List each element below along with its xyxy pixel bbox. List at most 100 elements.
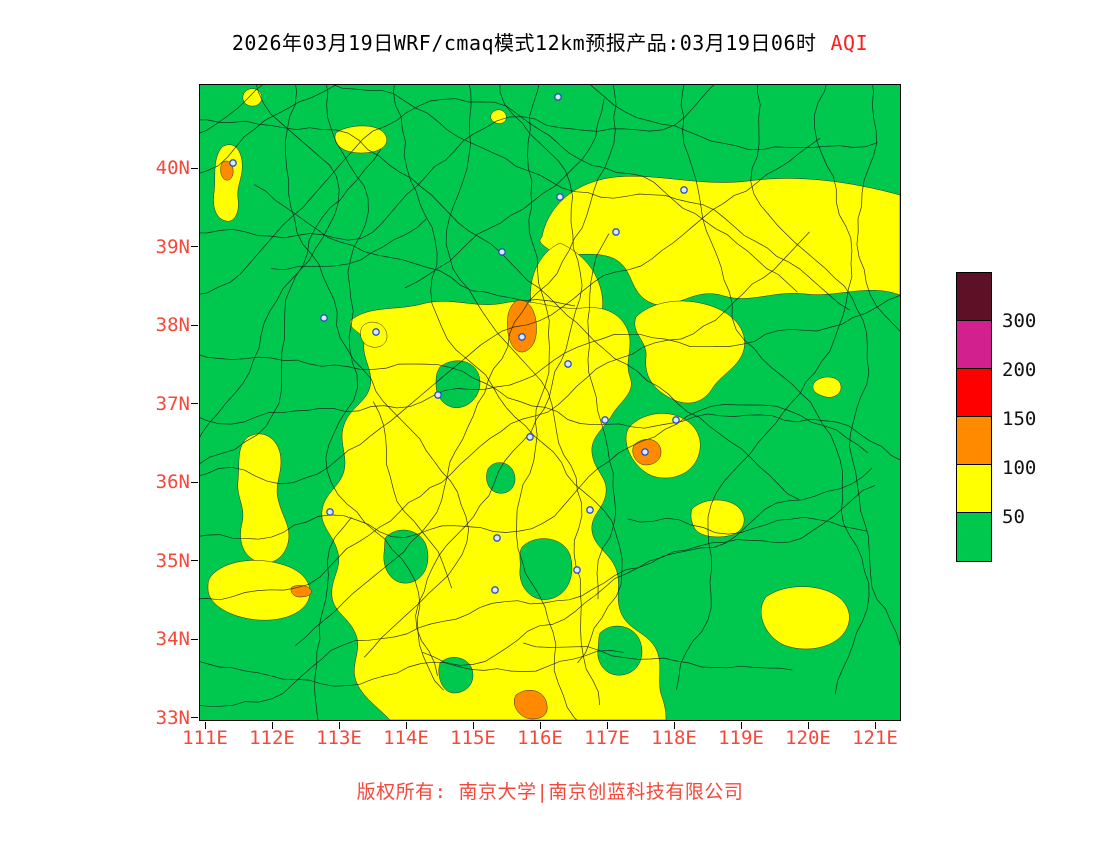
city-marker (493, 534, 501, 542)
lon-tick-label: 121E (852, 727, 898, 749)
city-marker (554, 93, 562, 101)
colorbar-segment (956, 512, 992, 562)
admin-boundary-line (676, 85, 853, 690)
city-marker (526, 433, 534, 441)
city-marker (564, 360, 572, 368)
admin-boundary-line (200, 138, 821, 485)
page-title: 2026年03月19日WRF/cmaq模式12km预报产品:03月19日06时 A… (0, 30, 1100, 56)
colorbar-segment (956, 416, 992, 466)
city-marker (320, 314, 328, 322)
city-marker (434, 391, 442, 399)
aqi-region-50-100 (812, 376, 842, 398)
lat-tick-label: 35N (155, 549, 190, 572)
city-marker (641, 448, 649, 456)
aqi-region-lt50 (383, 529, 429, 584)
colorbar-tick-label: 150 (1002, 408, 1037, 430)
aqi-region-50-100 (761, 586, 850, 650)
lon-tick-label: 120E (785, 727, 831, 749)
axis-tick (539, 722, 541, 729)
admin-boundary-line (200, 85, 850, 311)
aqi-region-50-100 (634, 300, 745, 404)
admin-boundary-line (200, 85, 878, 174)
admin-boundary-line (422, 650, 624, 672)
city-marker (573, 566, 581, 574)
axis-tick (191, 638, 198, 640)
aqi-region-100-150 (220, 160, 234, 181)
admin-boundary-line (445, 85, 601, 706)
axis-tick (673, 722, 675, 729)
aqi-region-50-100 (213, 144, 243, 222)
colorbar-tick-label: 200 (1002, 359, 1037, 381)
lon-tick-label: 111E (182, 727, 228, 749)
map-frame (199, 84, 901, 721)
admin-boundary-line (295, 85, 617, 646)
axis-tick (740, 722, 742, 729)
lon-tick-label: 118E (651, 727, 697, 749)
admin-boundary-line (856, 85, 900, 332)
aqi-region-100-150 (514, 689, 548, 720)
city-marker (498, 248, 506, 256)
lon-tick-label: 116E (517, 727, 563, 749)
axis-tick (271, 722, 273, 729)
admin-boundary-line (372, 401, 453, 589)
admin-boundary-line (200, 467, 873, 707)
lon-tick-label: 115E (450, 727, 496, 749)
axis-tick (191, 246, 198, 248)
colorbar-tick-label: 50 (1002, 506, 1025, 528)
admin-boundary-line (404, 98, 605, 289)
title-pollutant: AQI (830, 31, 869, 55)
aqi-region-lt50 (435, 360, 481, 409)
axis-tick (807, 722, 809, 729)
aqi-region-lt50 (597, 625, 643, 676)
aqi-region-50-100 (334, 125, 388, 154)
aqi-region-50-100 (237, 433, 290, 564)
admin-boundary-line (271, 218, 427, 271)
colorbar-tick-label: 100 (1002, 457, 1037, 479)
city-marker (229, 159, 237, 167)
admin-boundary-line (516, 85, 578, 720)
admin-boundary-line (200, 231, 810, 601)
aqi-region-50-100 (539, 176, 900, 306)
lon-tick-label: 117E (584, 727, 630, 749)
admin-boundary-line (523, 642, 793, 671)
axis-tick (874, 722, 876, 729)
lat-tick-label: 36N (155, 471, 190, 494)
city-marker (672, 416, 680, 424)
colorbar-segment (956, 368, 992, 418)
admin-boundary-line (680, 85, 870, 694)
admin-boundary-line (314, 517, 352, 720)
lat-tick-label: 37N (155, 392, 190, 415)
axis-tick (204, 722, 206, 729)
axis-tick (191, 717, 198, 719)
admin-boundary-line (587, 233, 617, 600)
city-marker (556, 193, 564, 201)
lon-tick-label: 113E (316, 727, 362, 749)
aqi-region-50-100 (690, 499, 745, 538)
copyright-footer: 版权所有: 南京大学|南京创蓝科技有限公司 (356, 781, 744, 803)
city-marker (491, 586, 499, 594)
colorbar-segment (956, 464, 992, 514)
admin-boundary-line (325, 85, 444, 691)
lat-tick-label: 40N (155, 157, 190, 179)
admin-boundary-line (415, 85, 583, 676)
admin-boundary-line (253, 184, 575, 307)
lat-tick-label: 39N (155, 235, 190, 258)
admin-boundary-line (393, 85, 623, 664)
colorbar-segment (956, 320, 992, 370)
aqi-region-50-100 (490, 109, 507, 124)
lat-tick-label: 38N (155, 314, 190, 337)
city-marker (326, 508, 334, 516)
admin-boundary-line (284, 85, 469, 658)
admin-boundary-line (200, 148, 382, 464)
city-marker (586, 506, 594, 514)
admin-boundary-line (200, 85, 340, 438)
admin-boundary-line (200, 98, 798, 295)
colorbar-tick-label: 300 (1002, 310, 1037, 332)
lon-tick-label: 119E (718, 727, 764, 749)
aqi-region-50-100 (242, 88, 262, 107)
axis-tick (191, 403, 198, 405)
aqi-region-lt50 (438, 657, 474, 694)
axis-tick (405, 722, 407, 729)
axis-tick (191, 324, 198, 326)
